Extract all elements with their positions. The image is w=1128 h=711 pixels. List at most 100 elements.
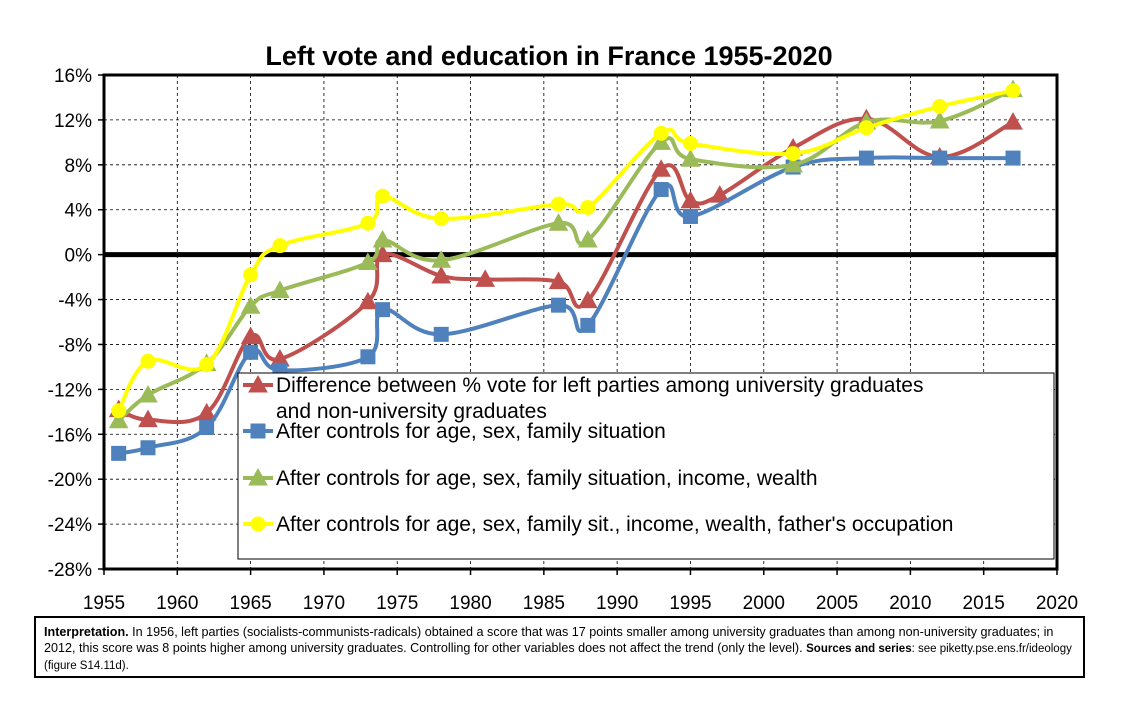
sources-label: Sources and series (806, 643, 912, 655)
x-tick-label: 2010 (889, 593, 931, 611)
x-tick-label: 1985 (523, 593, 565, 611)
series-2-point (682, 208, 698, 224)
legend-label: After controls for age, sex, family situ… (276, 467, 818, 490)
series-3-point (548, 213, 569, 231)
series-1-point (358, 291, 378, 310)
y-tick-label: 12% (54, 111, 92, 132)
series-4-point (375, 188, 391, 204)
series-3-point (358, 252, 378, 270)
series-4-point (272, 238, 288, 254)
x-tick-label: 1995 (669, 593, 711, 611)
series-1-point (475, 269, 496, 287)
series-4-point (932, 98, 948, 114)
series-2-point (111, 445, 127, 461)
x-tick-label: 2020 (1036, 593, 1078, 611)
x-tick-label: 1975 (376, 593, 418, 611)
x-tick-label: 2005 (816, 593, 858, 611)
series-1-point (1003, 112, 1023, 130)
y-tick-label: -4% (58, 291, 92, 312)
series-4-point (111, 403, 127, 419)
series-lines (108, 79, 1023, 461)
series-4-point (433, 211, 449, 227)
y-tick-label: -20% (48, 470, 92, 491)
x-tick-label: 1980 (449, 593, 491, 611)
legend-box (237, 372, 1055, 560)
series-1-point (548, 271, 569, 290)
series-3-point (372, 230, 393, 248)
y-tick-label: -24% (48, 515, 92, 536)
x-tick-label: 2000 (743, 593, 785, 611)
series-2-point (375, 302, 391, 318)
series-2-point (580, 317, 596, 333)
series-4-point (243, 267, 259, 283)
series-2-point (243, 344, 259, 360)
series-2-point (858, 150, 874, 166)
series-4-point (580, 199, 596, 215)
y-tick-label: -12% (48, 380, 92, 401)
series-3-point (138, 384, 158, 403)
series-1-point (577, 290, 598, 309)
series-3-point (108, 410, 129, 429)
series-line-2 (118, 155, 1014, 456)
series-4-point (858, 120, 874, 136)
interpretation-text: In 1956, left parties (socialists-commun… (44, 625, 1054, 655)
legend-marker-3 (248, 467, 268, 486)
series-3-point (929, 111, 950, 129)
series-2-point (551, 297, 567, 313)
series-1-point (709, 185, 730, 203)
y-tick-label: 8% (65, 156, 93, 177)
series-line-4 (116, 88, 1014, 412)
y-tick-label: -28% (48, 560, 92, 581)
series-2-point (932, 150, 948, 166)
sources-text: : see piketty.pse.ens.fr/ideology (figur… (44, 643, 1072, 672)
series-3-point (651, 132, 671, 150)
x-tick-label: 1965 (229, 593, 271, 611)
series-4-point (140, 353, 156, 369)
legend-marker-4 (250, 516, 266, 532)
series-4-point (360, 215, 376, 231)
series-2-point (199, 420, 215, 436)
series-1-point (431, 265, 452, 284)
series-3-point (270, 280, 290, 299)
x-tick-label: 1960 (156, 593, 198, 611)
x-tick-label: 1970 (303, 593, 345, 611)
interpretation-note: Interpretation. In 1956, left parties (s… (34, 616, 1085, 678)
series-2-point (653, 182, 669, 198)
legend-label: After controls for age, sex, family situ… (276, 420, 666, 443)
chart: Left vote and education in France 1955-2… (48, 41, 1079, 611)
series-4-point (551, 196, 567, 212)
legend-label: Difference between % vote for left parti… (276, 374, 923, 397)
x-tick-label: 1990 (596, 593, 638, 611)
chart-title: Left vote and education in France 1955-2… (265, 41, 832, 71)
plot-frame (102, 73, 1059, 571)
series-3-point (577, 230, 598, 248)
y-tick-label: 0% (65, 246, 93, 267)
series-line-3 (117, 87, 1014, 423)
legend-label: After controls for age, sex, family sit.… (276, 513, 953, 536)
y-tick-label: 16% (54, 66, 92, 87)
series-4-point (785, 146, 801, 162)
series-4-point (653, 125, 669, 141)
series-1-point (196, 402, 217, 421)
series-4-point (199, 357, 215, 373)
y-tick-label: 4% (65, 201, 93, 222)
series-2-point (360, 349, 376, 365)
series-4-point (1005, 83, 1021, 99)
series-2-point (140, 440, 156, 456)
y-tick-label: -16% (48, 425, 92, 446)
series-2-point (433, 326, 449, 342)
x-tick-label: 2015 (963, 593, 1005, 611)
series-3-point (431, 250, 452, 268)
interpretation-label: Interpretation. (44, 625, 129, 639)
legend: Difference between % vote for left parti… (237, 372, 1055, 560)
legend-label: and non-university graduates (276, 400, 547, 423)
series-1-point (138, 409, 158, 428)
series-3-point (680, 149, 701, 167)
legend-marker-2 (250, 423, 266, 439)
y-tick-label: -8% (58, 335, 92, 356)
series-2-point (1005, 150, 1021, 166)
series-1-point (680, 190, 701, 209)
x-tick-label: 1955 (83, 593, 125, 611)
series-3-point (240, 296, 261, 314)
series-4-point (682, 135, 698, 151)
